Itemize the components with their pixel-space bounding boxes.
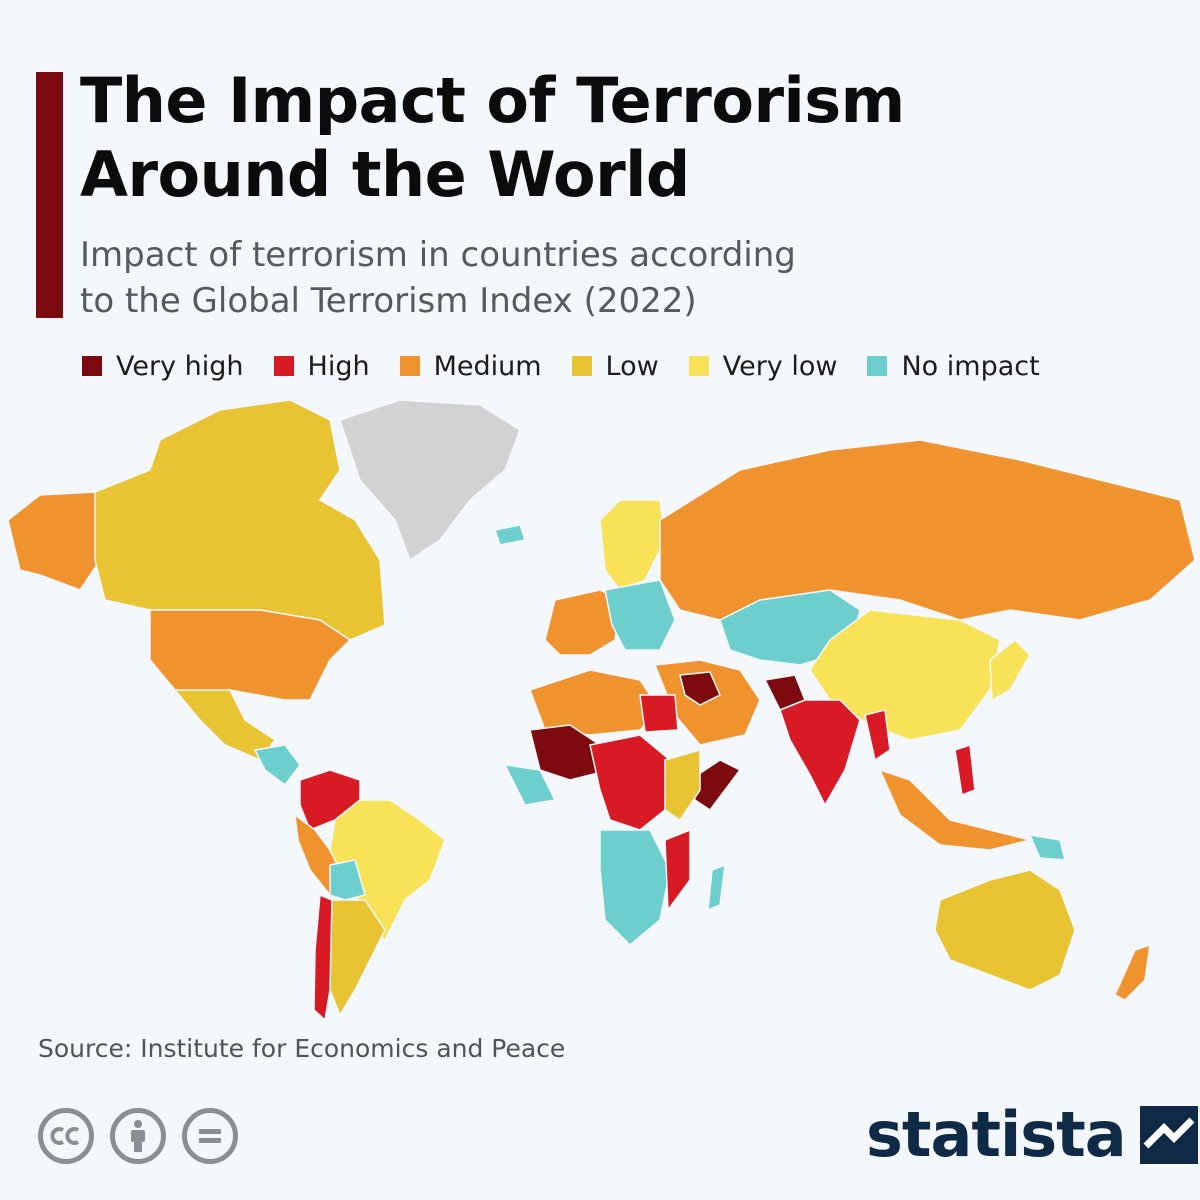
license-icons xyxy=(38,1108,254,1164)
subtitle-line-1: Impact of terrorism in countries accordi… xyxy=(80,235,796,275)
region-bolivia xyxy=(329,859,366,901)
region-canada xyxy=(94,399,386,641)
region-madagascar xyxy=(707,863,726,912)
legend-label-very-high: Very high xyxy=(116,350,244,382)
title-line-2: Around the World xyxy=(80,138,690,211)
region-philippines xyxy=(954,743,976,797)
legend-swatch-low xyxy=(571,356,592,376)
statista-logo: statista xyxy=(866,1098,1198,1171)
legend: Very high High Medium Low Very low No im… xyxy=(82,344,1070,388)
legend-label-low: Low xyxy=(605,350,659,382)
region-japan-korea xyxy=(989,638,1031,702)
legend-swatch-very-high xyxy=(82,356,102,376)
legend-label-medium: Medium xyxy=(433,350,542,382)
region-argentina xyxy=(329,899,386,1017)
region-chile xyxy=(313,893,333,1022)
region-southeast-asia xyxy=(878,768,1031,851)
statista-logo-text: statista xyxy=(866,1098,1127,1171)
region-russia xyxy=(659,439,1196,621)
title-accent-bar xyxy=(36,72,63,318)
region-alaska xyxy=(7,491,101,591)
region-west-africa-coast xyxy=(503,764,557,806)
legend-item-low: Low xyxy=(571,350,659,382)
region-new-zealand xyxy=(1114,943,1151,1001)
region-central-america-caribbean xyxy=(253,744,301,787)
page-title: The Impact of Terrorism Around the World xyxy=(80,64,1160,212)
legend-label-no-impact: No impact xyxy=(901,350,1040,382)
source-note: Source: Institute for Economics and Peac… xyxy=(38,1034,566,1063)
region-australia xyxy=(934,869,1076,991)
no-derivatives-icon xyxy=(182,1108,238,1164)
subtitle-line-2: to the Global Terrorism Index (2022) xyxy=(80,281,697,321)
world-map xyxy=(7,399,1196,1022)
region-china xyxy=(809,609,1001,741)
legend-item-no-impact: No impact xyxy=(867,350,1040,382)
legend-swatch-medium xyxy=(399,356,420,376)
subtitle: Impact of terrorism in countries accordi… xyxy=(80,232,980,324)
region-pakistan-india xyxy=(779,699,861,807)
region-east-africa xyxy=(664,749,701,822)
legend-swatch-high xyxy=(273,356,294,376)
region-iceland xyxy=(494,524,526,546)
legend-label-very-low: Very low xyxy=(722,350,838,382)
title-line-1: The Impact of Terrorism xyxy=(80,64,905,137)
cc-icon xyxy=(38,1108,94,1164)
region-iraq-syria xyxy=(679,671,721,706)
statista-logo-mark-icon xyxy=(1139,1105,1198,1164)
legend-swatch-no-impact xyxy=(867,356,888,376)
region-papua xyxy=(1028,834,1066,861)
region-greenland xyxy=(339,399,521,562)
region-myanmar xyxy=(864,709,891,762)
legend-item-medium: Medium xyxy=(399,350,542,382)
legend-item-high: High xyxy=(273,350,370,382)
region-southern-africa xyxy=(599,829,671,947)
legend-label-high: High xyxy=(307,350,370,382)
region-central-africa xyxy=(589,734,671,831)
region-usa xyxy=(149,609,352,701)
region-scandinavia xyxy=(599,499,666,591)
region-western-europe xyxy=(544,589,621,656)
legend-swatch-very-low xyxy=(688,356,709,376)
legend-item-very-high: Very high xyxy=(82,351,244,382)
legend-item-very-low: Very low xyxy=(688,350,838,382)
attribution-icon xyxy=(110,1108,166,1164)
region-mozambique xyxy=(664,828,691,913)
region-egypt xyxy=(639,694,679,733)
